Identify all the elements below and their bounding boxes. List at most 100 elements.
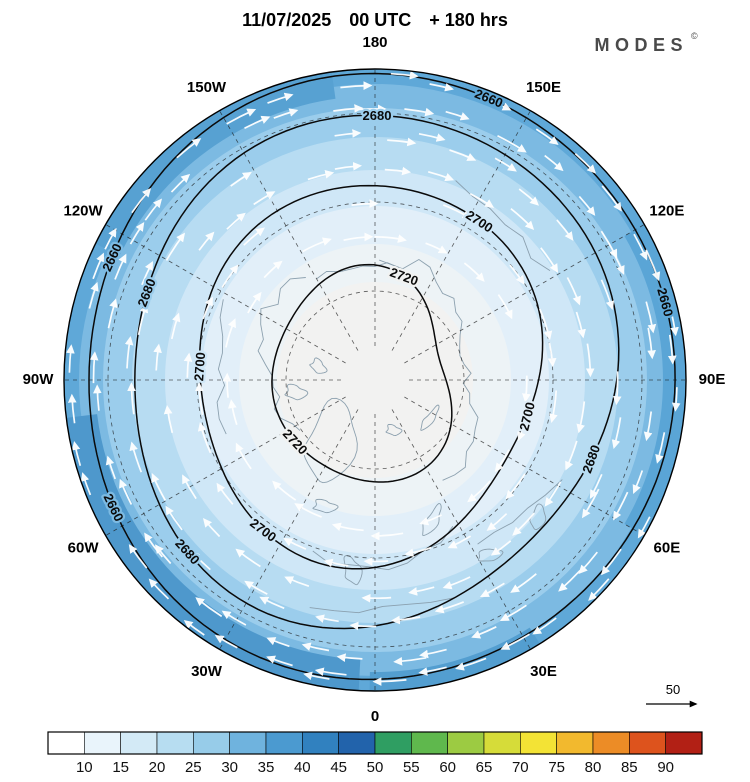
wind-arrow <box>558 570 581 592</box>
wind-arrow <box>575 311 586 339</box>
wind-scale: 50 <box>646 682 698 708</box>
wind-arrow <box>182 474 197 500</box>
wind-arrow <box>334 161 363 171</box>
colorbar-tick-label: 45 <box>330 759 347 776</box>
meridian-line <box>391 409 531 649</box>
coastline <box>309 597 455 614</box>
wind-arrow <box>351 199 379 208</box>
longitude-label-90e: 90E <box>699 371 726 388</box>
wind-arrow <box>671 387 681 412</box>
coastline-island <box>385 423 403 437</box>
wind-arrow <box>141 261 153 286</box>
wind-arrow <box>80 472 92 496</box>
coastline-island <box>284 383 309 401</box>
wind-arrow <box>467 480 491 503</box>
colorbar-tick-label: 40 <box>294 759 311 776</box>
longitude-label-180: 180 <box>362 34 387 51</box>
wind-arrow <box>463 262 485 282</box>
colorbar-cell <box>47 731 85 755</box>
wind-arrow <box>93 384 102 411</box>
wind-arrow <box>266 637 290 648</box>
colorbar-tick-label: 25 <box>185 759 202 776</box>
wind-arrow <box>128 544 148 569</box>
wind-arrow <box>170 312 181 340</box>
wind-arrow <box>588 578 610 601</box>
wind-arrow <box>334 129 362 138</box>
coastline <box>379 258 479 481</box>
wind-arrow <box>539 308 553 341</box>
meridian-line <box>391 111 531 351</box>
coastline <box>477 479 563 545</box>
wind-arrow <box>566 277 581 306</box>
wind-arrow <box>544 481 562 507</box>
wind-arrow <box>361 593 392 603</box>
figure-title: 11/07/2025 00 UTC + 180 hrs <box>242 10 508 30</box>
wind-arrow <box>449 149 477 161</box>
wind-arrow <box>105 455 116 480</box>
wind-arrow <box>637 516 651 539</box>
wind-arrow <box>578 195 596 216</box>
latitude-circle <box>285 290 465 470</box>
wind-arrow <box>540 247 559 274</box>
colorbar-tick-label: 60 <box>439 759 456 776</box>
colorbar-cell <box>156 731 194 755</box>
colorbar-cell <box>229 731 267 755</box>
wind-arrow <box>601 185 622 212</box>
wind-arrow <box>331 522 364 532</box>
wind-arrow <box>429 83 454 92</box>
wind-arrow <box>202 296 213 320</box>
wind-arrow <box>484 97 512 111</box>
wind-arrow <box>267 92 294 104</box>
colorbar-cell <box>338 731 376 755</box>
colorbar-tick-label: 65 <box>476 759 493 776</box>
longitude-label-150e: 150E <box>526 79 561 96</box>
wind-arrow <box>497 134 527 153</box>
meridian-line <box>404 396 644 536</box>
wind-arrow <box>244 115 271 130</box>
wind-arrow <box>314 667 347 677</box>
wind-speed-shading-patch <box>95 72 336 256</box>
wind-arrow <box>222 372 232 398</box>
wind-arrow <box>151 473 167 501</box>
map-boundary <box>63 68 687 692</box>
longitude-label-30w: 30W <box>191 663 223 680</box>
wind-arrow <box>176 138 202 159</box>
colorbar-tick-label: 20 <box>149 759 166 776</box>
colorbar-cell <box>520 731 557 755</box>
longitude-labels: 180 150E 120E 90E 60E 30E 0 30W 60W 90W 120W 150W <box>23 34 726 725</box>
colorbar-cell <box>447 731 485 755</box>
wind-arrow <box>67 393 77 424</box>
wind-arrow <box>71 441 82 467</box>
wind-arrow <box>315 614 339 623</box>
brand-logo: MODES <box>594 35 688 55</box>
meridian-line <box>219 409 359 649</box>
colorbar-tick-label: 85 <box>621 759 638 776</box>
coastline <box>216 299 227 435</box>
wind-arrow <box>170 173 191 193</box>
wind-arrow <box>230 172 252 187</box>
wind-arrow <box>225 318 236 348</box>
height-contour-2700 <box>198 184 544 570</box>
wind-arrow <box>336 653 363 662</box>
polar-map: 2660266026602660268026802680268027002700… <box>64 69 686 691</box>
wind-arrow <box>129 441 143 473</box>
wind-arrow <box>183 352 193 378</box>
wind-arrow <box>372 677 407 686</box>
colorbar-cell <box>302 731 339 755</box>
brand-copyright-icon: © <box>691 31 698 41</box>
wind-arrow <box>272 480 297 501</box>
colorbar-tick-label: 30 <box>221 759 238 776</box>
longitude-label-120w: 120W <box>64 202 104 219</box>
height-contour-2720 <box>271 263 453 483</box>
wind-arrow <box>547 342 557 368</box>
wind-arrow <box>387 137 417 147</box>
wind-arrow <box>226 108 257 125</box>
wind-arrow <box>612 251 625 275</box>
colorbar-tick-label: 50 <box>367 759 384 776</box>
wind-arrow <box>505 473 526 500</box>
colorbar: 10 15 20 25 30 35 40 45 50 55 60 65 70 75 80 85 90 <box>47 731 703 776</box>
coastline-island <box>343 555 363 586</box>
wind-arrow <box>66 344 75 373</box>
wind-arrow <box>633 233 648 261</box>
